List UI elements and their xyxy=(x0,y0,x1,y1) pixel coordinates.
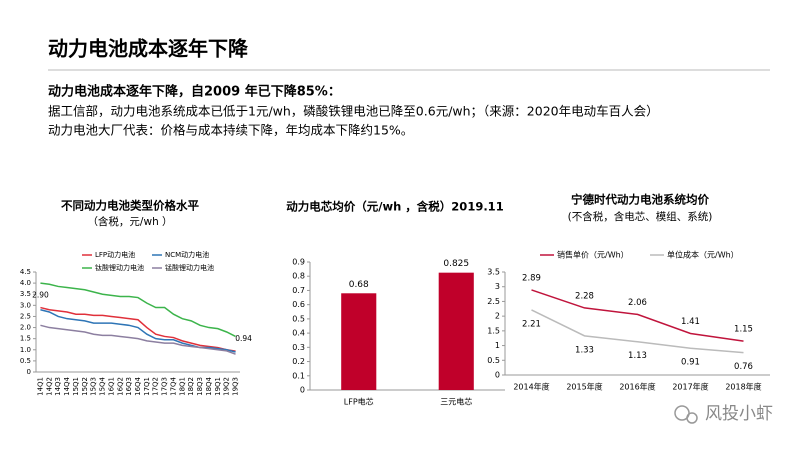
x-tick-label: 17Q3 xyxy=(161,377,169,396)
y-tick-label: 1.0 xyxy=(20,346,31,354)
data-label: 0.94 xyxy=(235,334,252,343)
legend-label: 销售单价（元/Wh） xyxy=(557,250,629,260)
chart-title: 动力电芯均价（元/wh ，含税）2019.11 xyxy=(286,200,503,214)
series-line xyxy=(531,289,744,342)
legend-label: 锰酸锂动力电池 xyxy=(165,263,214,272)
lead-text: 动力电池成本逐年下降，自2009 年已下降85%： xyxy=(48,84,341,100)
x-tick-label: 19Q1 xyxy=(214,377,222,396)
y-tick-label: 2.5 xyxy=(487,297,500,306)
x-tick-label: 18Q2 xyxy=(187,377,195,396)
y-tick-label: 3.0 xyxy=(20,301,31,309)
watermark-text: 风投小虾 xyxy=(705,404,773,424)
x-tick-label: 15Q2 xyxy=(81,377,89,396)
x-tick-label: 17Q2 xyxy=(152,377,160,396)
x-tick-label: 16Q1 xyxy=(107,377,115,396)
data-label: 1.13 xyxy=(628,351,647,361)
bar xyxy=(341,293,377,390)
data-label: 2.21 xyxy=(522,319,541,329)
data-label: 0.825 xyxy=(443,259,469,269)
y-tick-label: 2.5 xyxy=(20,312,31,320)
y-tick-label: 2.0 xyxy=(20,324,31,332)
data-label: 1.41 xyxy=(681,317,700,327)
data-label: 1.33 xyxy=(575,345,594,355)
x-tick-label: 15Q1 xyxy=(72,377,80,396)
legend-label: NCM动力电池 xyxy=(165,250,209,259)
x-tick-label: LFP电芯 xyxy=(344,397,374,407)
x-tick-label: 14Q4 xyxy=(63,376,71,395)
legend-label: 钛酸锂动力电池 xyxy=(95,263,144,272)
y-tick-label: 1 xyxy=(495,341,500,350)
x-tick-label: 19Q3 xyxy=(232,377,240,396)
y-tick-label: 0.4 xyxy=(292,329,305,338)
x-tick-label: 2016年度 xyxy=(619,382,655,392)
chart-title: 不同动力电池类型价格水平 xyxy=(61,199,199,213)
x-tick-label: 17Q4 xyxy=(169,376,177,395)
y-tick-label: 1.5 xyxy=(20,335,31,343)
series-line xyxy=(531,309,744,354)
x-tick-label: 16Q4 xyxy=(134,376,142,395)
x-tick-label: 2018年度 xyxy=(725,382,761,392)
watermark-icon xyxy=(674,405,690,421)
y-tick-label: 3.5 xyxy=(487,268,500,277)
y-tick-label: 0 xyxy=(300,386,305,395)
x-tick-label: 16Q3 xyxy=(125,377,133,396)
y-tick-label: 0.5 xyxy=(20,357,31,365)
body-text: 动力电池大厂代表：价格与成本持续下降，年均成本下降约15%。 xyxy=(48,123,413,138)
y-tick-label: 0.5 xyxy=(292,314,305,323)
slide-title: 动力电池成本逐年下降 xyxy=(48,37,249,61)
y-tick-label: 0 xyxy=(27,368,31,376)
y-tick-label: 0.9 xyxy=(292,258,305,267)
y-tick-label: 1.5 xyxy=(487,326,500,335)
x-tick-label: 2015年度 xyxy=(566,382,602,392)
bar xyxy=(438,272,474,390)
x-tick-label: 18Q4 xyxy=(205,376,213,395)
data-label: 0.91 xyxy=(681,358,700,368)
data-label: 2.06 xyxy=(628,298,647,308)
y-tick-label: 0.7 xyxy=(292,286,305,295)
data-label: 2.90 xyxy=(32,291,49,300)
x-tick-label: 19Q2 xyxy=(223,377,231,396)
data-label: 2.89 xyxy=(522,273,541,283)
data-label: 0.76 xyxy=(734,362,753,372)
legend-label: LFP动力电池 xyxy=(95,250,135,259)
data-label: 1.15 xyxy=(734,325,753,335)
y-tick-label: 0.1 xyxy=(292,371,305,380)
y-tick-label: 3.5 xyxy=(20,290,31,298)
chart-subtitle: （含税，元/wh ） xyxy=(87,215,172,228)
watermark: 风投小虾 xyxy=(674,404,773,424)
series-line xyxy=(40,324,236,355)
x-tick-label: 17Q1 xyxy=(143,377,151,396)
y-tick-label: 0.3 xyxy=(292,343,305,352)
x-tick-label: 18Q3 xyxy=(196,377,204,396)
data-label: 2.28 xyxy=(575,291,594,301)
x-tick-label: 15Q4 xyxy=(99,376,107,395)
chart-title: 宁德时代动力电池系统均价 xyxy=(571,193,709,207)
x-tick-label: 14Q2 xyxy=(45,377,53,396)
x-tick-label: 三元电芯 xyxy=(440,397,472,407)
y-tick-label: 0.8 xyxy=(292,272,305,281)
body-text: 据工信部，动力电池系统成本已低于1元/wh，磷酸铁锂电池已降至0.6元/wh；（… xyxy=(48,104,659,119)
chart-subtitle: (不含税，含电芯、模组、系统) xyxy=(568,210,713,223)
y-tick-label: 4.5 xyxy=(20,268,31,276)
x-tick-label: 18Q1 xyxy=(178,377,186,396)
watermark-icon xyxy=(686,412,698,424)
series-line xyxy=(40,306,236,352)
x-tick-label: 14Q1 xyxy=(36,377,44,396)
x-tick-label: 2014年度 xyxy=(513,382,549,392)
y-tick-label: 0.2 xyxy=(292,357,305,366)
y-tick-label: 3 xyxy=(495,282,500,291)
y-tick-label: 0.5 xyxy=(487,356,500,365)
y-tick-label: 2 xyxy=(495,312,500,321)
x-tick-label: 16Q2 xyxy=(116,377,124,396)
y-tick-label: 0 xyxy=(495,371,500,380)
legend-label: 单位成本（元/Wh） xyxy=(667,250,739,260)
y-tick-label: 4.0 xyxy=(20,279,31,287)
x-tick-label: 14Q3 xyxy=(54,377,62,396)
series-line xyxy=(40,282,236,338)
data-label: 0.68 xyxy=(349,280,369,290)
y-tick-label: 0.6 xyxy=(292,300,305,309)
x-tick-label: 2017年度 xyxy=(672,382,708,392)
x-tick-label: 15Q3 xyxy=(90,377,98,396)
